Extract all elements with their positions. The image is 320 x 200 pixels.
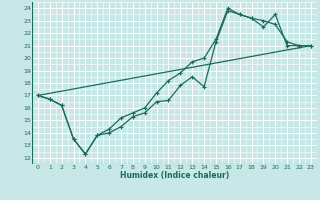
X-axis label: Humidex (Indice chaleur): Humidex (Indice chaleur)	[120, 171, 229, 180]
